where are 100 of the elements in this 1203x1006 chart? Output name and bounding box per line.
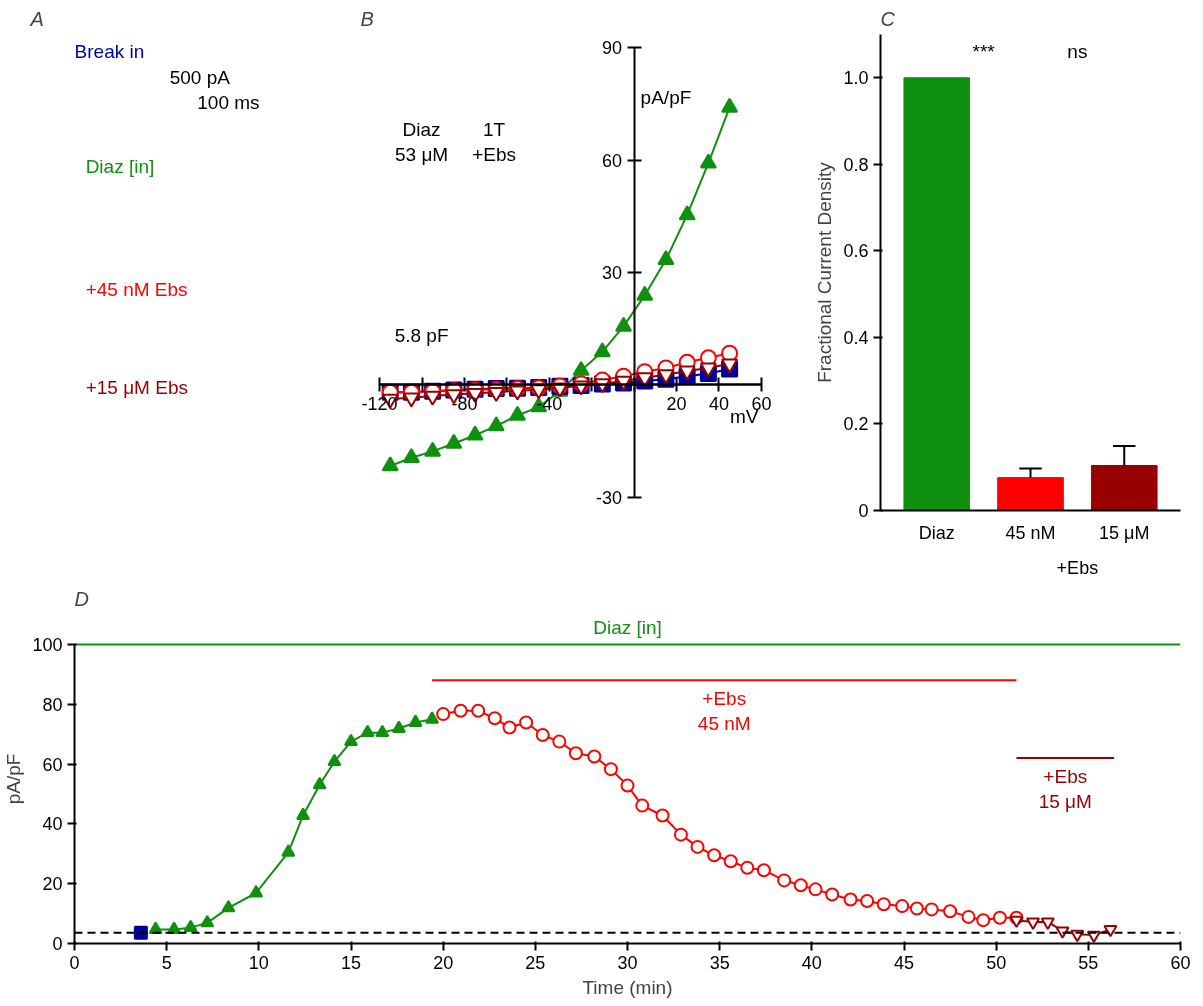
point: [249, 885, 264, 898]
y-tick-label: 0.4: [843, 327, 869, 348]
x-tick-label: 25: [525, 952, 546, 973]
point: [502, 720, 517, 735]
text: +Ebs: [1056, 557, 1099, 578]
point: [425, 711, 440, 724]
x-tick-label: 60: [1170, 952, 1191, 973]
point: [391, 720, 406, 733]
y-tick-label: 40: [42, 814, 63, 835]
chart-title: B: [360, 7, 374, 30]
annotation: 5.8 pF: [394, 324, 449, 346]
point: [436, 707, 451, 722]
point: [133, 925, 148, 940]
point: [296, 807, 311, 820]
series-label: +Ebs 15 μM: [1038, 766, 1092, 813]
y-axis-title: pA/pF: [640, 86, 692, 108]
point: [344, 733, 358, 747]
annotation: ***: [972, 40, 996, 62]
x-tick-label: 35: [709, 952, 730, 973]
x-tick-label: 45 nM: [1005, 522, 1056, 543]
point: [793, 878, 808, 893]
x-tick-label: -120: [361, 393, 398, 414]
x-tick-label: 40: [801, 952, 822, 973]
point: [961, 909, 976, 924]
x-tick-label: 55: [1078, 952, 1099, 973]
point: [909, 901, 924, 916]
point: [992, 910, 1007, 925]
point: [568, 746, 583, 761]
bar: [903, 77, 971, 511]
annotation: Diaz 53 μM: [395, 119, 449, 166]
point: [924, 902, 939, 917]
text: +15 μM Ebs: [85, 376, 188, 398]
point: [1055, 926, 1070, 939]
point: [843, 892, 858, 907]
point: [587, 749, 602, 764]
point: [707, 848, 722, 863]
x-tick-label: 15: [340, 952, 362, 973]
point: [408, 714, 423, 727]
point: [976, 913, 991, 928]
y-tick-label: 60: [42, 754, 63, 775]
series-label: Diaz [in]: [593, 617, 662, 639]
point: [876, 897, 891, 912]
text: 500 pA: [169, 66, 231, 88]
point: [281, 844, 296, 857]
x-tick-label: 45: [893, 952, 915, 973]
bar: [1090, 465, 1158, 511]
y-tick-label: 0.6: [843, 241, 869, 262]
chart-title: C: [880, 7, 896, 30]
y-tick-label: 20: [42, 874, 63, 895]
point: [453, 703, 468, 718]
point: [777, 873, 792, 888]
series-label: +Ebs 45 nM: [697, 688, 751, 735]
x-tick-label: 50: [986, 952, 1007, 973]
y-tick-label: 60: [602, 150, 623, 171]
bar: [997, 477, 1064, 511]
annotation: ns: [1067, 40, 1088, 62]
x-tick-label: 10: [248, 952, 269, 973]
point: [1009, 915, 1024, 929]
point: [552, 734, 567, 749]
point: [655, 808, 670, 823]
y-tick-label: 0: [52, 934, 63, 954]
x-tick-label: 20: [666, 393, 687, 414]
point: [519, 715, 534, 730]
text: +45 nM Ebs: [85, 279, 188, 300]
chart-title: D: [74, 587, 89, 610]
x-tick-label: 30: [617, 952, 638, 973]
point: [312, 776, 327, 790]
annotation: 1T +Ebs: [472, 119, 517, 166]
x-tick-label: 20: [433, 952, 454, 973]
point: [603, 762, 618, 777]
point: [360, 724, 375, 738]
x-tick-label: 40: [708, 393, 730, 414]
point: [487, 711, 502, 726]
y-tick-label: 30: [602, 263, 623, 283]
y-tick-label: 90: [602, 38, 623, 59]
x-tick-label: 5: [161, 952, 172, 973]
point: [860, 894, 875, 909]
point: [1026, 917, 1041, 930]
y-tick-label: 0: [858, 501, 869, 521]
y-tick-label: 0.2: [843, 414, 869, 435]
point: [635, 798, 650, 813]
point: [471, 703, 486, 718]
point: [808, 882, 823, 897]
point: [825, 887, 840, 902]
point: [673, 827, 688, 842]
point: [723, 854, 738, 869]
point: [943, 904, 958, 919]
text: Diaz [in]: [85, 155, 155, 177]
x-tick-label: Diaz: [918, 522, 955, 543]
y-tick-label: -30: [596, 487, 623, 508]
point: [690, 839, 705, 854]
point: [1040, 917, 1055, 930]
point: [620, 778, 635, 793]
point: [1103, 924, 1118, 938]
y-tick-label: 80: [42, 694, 63, 715]
point: [895, 899, 910, 914]
y-tick-label: 100: [32, 634, 63, 655]
x-tick-label: 15 μM: [1099, 522, 1150, 543]
y-axis-title: pA/pF: [3, 753, 25, 805]
y-axis-title: Fractional Current Density: [814, 161, 836, 383]
